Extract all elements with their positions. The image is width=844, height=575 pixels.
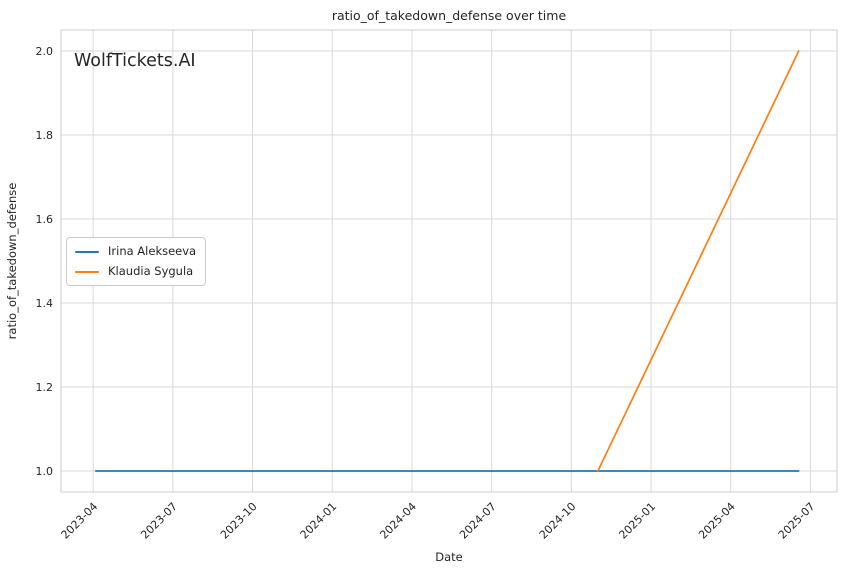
- x-tick-label: 2025-01: [616, 500, 658, 542]
- y-tick-label: 1.0: [36, 465, 54, 478]
- x-tick-label: 2024-04: [377, 500, 419, 542]
- chart-title: ratio_of_takedown_defense over time: [332, 8, 567, 23]
- legend-label: Irina Alekseeva: [108, 244, 197, 258]
- plot-border: [60, 29, 838, 493]
- y-tick-labels: 1.0 1.2 1.4 1.6 1.8 2.0: [36, 45, 54, 478]
- watermark: WolfTickets.AI: [74, 51, 196, 71]
- x-tick-label: 2024-10: [537, 500, 579, 542]
- y-tick-label: 1.4: [36, 297, 54, 310]
- x-tick-label: 2024-07: [457, 500, 499, 542]
- legend-item: Klaudia Sygula: [75, 263, 196, 280]
- legend-line-swatch-irina-alekseeva: [75, 250, 99, 253]
- y-tick-label: 1.8: [36, 129, 54, 142]
- x-tick-label: 2025-04: [696, 500, 738, 542]
- y-axis-label: ratio_of_takedown_defense: [5, 183, 19, 340]
- x-tick-label: 2023-04: [59, 500, 101, 542]
- y-tick-label: 1.6: [36, 213, 54, 226]
- legend-line-swatch-klaudia-sygula: [75, 270, 99, 273]
- legend-item: Irina Alekseeva: [75, 243, 196, 260]
- y-tick-label: 1.2: [36, 381, 54, 394]
- data-series: [94, 50, 800, 472]
- legend: Irina Alekseeva Klaudia Sygula: [66, 237, 207, 286]
- x-tick-label: 2025-07: [776, 500, 818, 542]
- x-tick-label: 2023-10: [218, 500, 260, 542]
- legend-label: Klaudia Sygula: [108, 264, 194, 278]
- series-line-klaudia-sygula: [597, 50, 800, 472]
- x-tick-label: 2024-01: [298, 500, 340, 542]
- x-axis-label: Date: [435, 550, 463, 564]
- y-tick-label: 2.0: [36, 45, 54, 58]
- x-tick-labels: 2023-04 2023-07 2023-10 2024-01 2024-04 2024-…: [59, 500, 818, 542]
- x-tick-label: 2023-07: [138, 500, 180, 542]
